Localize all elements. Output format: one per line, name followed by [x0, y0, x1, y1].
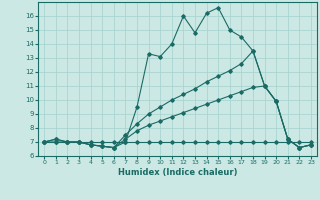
X-axis label: Humidex (Indice chaleur): Humidex (Indice chaleur) [118, 168, 237, 177]
